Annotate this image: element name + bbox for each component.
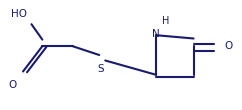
Text: O: O: [225, 41, 233, 51]
Text: H: H: [162, 16, 169, 26]
Text: O: O: [8, 80, 16, 90]
Text: S: S: [97, 64, 104, 74]
Text: N: N: [152, 29, 160, 39]
Text: HO: HO: [11, 9, 27, 19]
